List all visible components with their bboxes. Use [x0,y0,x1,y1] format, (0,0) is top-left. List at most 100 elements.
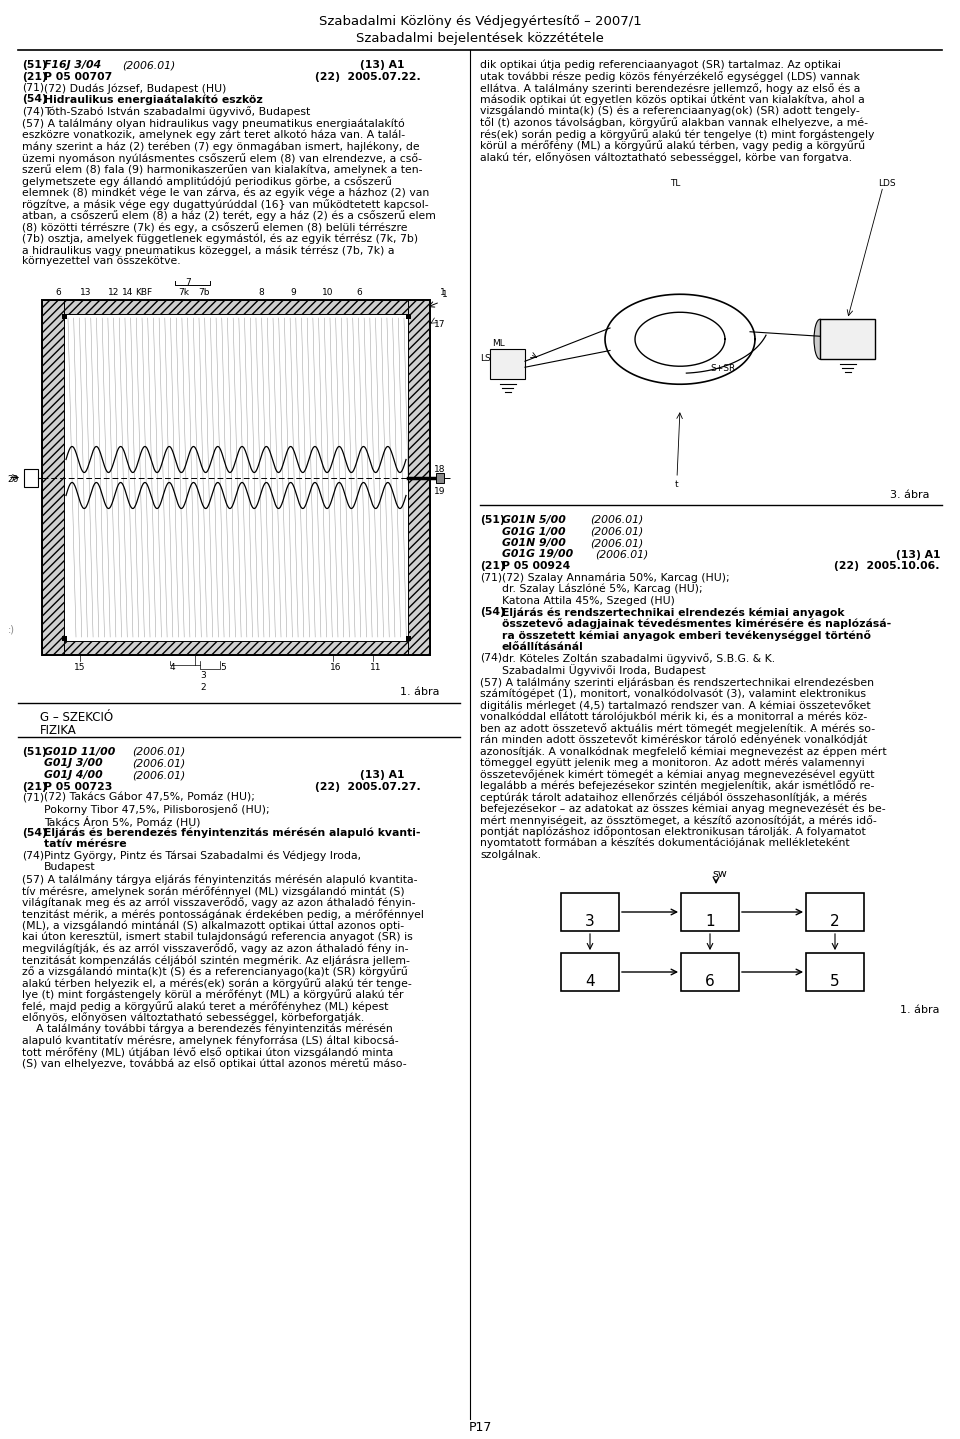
Text: (21): (21) [22,72,47,82]
Text: (2006.01): (2006.01) [132,747,185,757]
Text: G01G 19/00: G01G 19/00 [502,550,573,560]
Text: 7: 7 [185,278,191,286]
Text: KBF: KBF [135,288,152,296]
Text: tív mérésre, amelynek során mérőfénnyel (ML) vizsgálandó mintát (S): tív mérésre, amelynek során mérőfénnyel … [22,886,404,896]
Text: F16J 3/04: F16J 3/04 [44,60,101,71]
Text: 3. ábra: 3. ábra [891,491,930,499]
Text: Szabadalmi Közlöny és Védjegyértesítő – 2007/1: Szabadalmi Közlöny és Védjegyértesítő – … [319,14,641,29]
Text: sw: sw [712,869,727,879]
Text: 6: 6 [55,288,60,296]
Text: (74): (74) [480,653,502,663]
Text: (S) van elhelyezve, továbbá az első optikai úttal azonos méretű máso-: (S) van elhelyezve, továbbá az első opti… [22,1059,407,1069]
Text: 1: 1 [706,914,715,930]
Bar [62,314,67,319]
Text: nyomtatott formában a készítés dokumentációjának mellékleteként: nyomtatott formában a készítés dokumentá… [480,837,850,849]
Text: Takács Áron 5%, Pomáz (HU): Takács Áron 5%, Pomáz (HU) [44,816,201,827]
Text: :): :) [8,625,15,635]
Text: 12: 12 [108,288,119,296]
Text: Eljárás és rendszertechnikai elrendezés kémiai anyagok: Eljárás és rendszertechnikai elrendezés … [502,607,845,617]
Text: (54): (54) [22,95,47,105]
Text: 15: 15 [74,663,85,672]
Text: 7b: 7b [198,288,209,296]
Text: P 05 00924: P 05 00924 [502,561,570,571]
Text: Hidraulikus energiaátalakító eszköz: Hidraulikus energiaátalakító eszköz [44,95,263,105]
Text: alakú tér, előnyösen változtatható sebességgel, körbe van forgatva.: alakú tér, előnyösen változtatható sebes… [480,153,852,163]
Text: (51): (51) [22,60,47,71]
Text: 17: 17 [434,319,445,330]
Text: (22)  2005.07.27.: (22) 2005.07.27. [315,781,420,791]
Text: P17: P17 [468,1420,492,1435]
Text: TL: TL [670,178,681,187]
Text: FIZIKA: FIZIKA [40,724,77,737]
Text: (54): (54) [480,607,505,617]
Text: digitális mérleget (4,5) tartalmazó rendszer van. A kémiai összetevőket: digitális mérleget (4,5) tartalmazó rend… [480,699,871,711]
Text: (2006.01): (2006.01) [122,60,176,71]
Text: Pintz György, Pintz és Társai Szabadalmi és Védjegy Iroda,: Pintz György, Pintz és Társai Szabadalmi… [44,850,361,861]
Text: 1: 1 [440,288,445,296]
Text: ceptúrák tárolt adataihoz ellenőrzés céljából összehasonlítják, a mérés: ceptúrák tárolt adataihoz ellenőrzés cél… [480,791,867,803]
Text: (2006.01): (2006.01) [590,538,643,548]
Bar [806,953,864,991]
Text: (57) A találmány szerinti eljárásban és rendszertechnikai elrendezésben: (57) A találmány szerinti eljárásban és … [480,676,874,688]
Text: (22)  2005.10.06.: (22) 2005.10.06. [834,561,940,571]
Text: második optikai út egyetlen közös optikai útként van kialakítva, ahol a: második optikai út egyetlen közös optika… [480,95,865,105]
Text: 10: 10 [322,288,333,296]
Text: előnyös, előnyösen változtatható sebességgel, körbeforgatják.: előnyös, előnyösen változtatható sebessé… [22,1013,364,1023]
Text: (71): (71) [480,573,502,583]
Text: (71): (71) [22,83,44,94]
Text: mány szerint a ház (2) terében (7) egy önmagában ismert, hajlékony, de: mány szerint a ház (2) terében (7) egy ö… [22,141,420,153]
Bar [62,636,67,640]
Text: alapuló kvantitatív mérésre, amelynek fényforrása (LS) által kibocsá-: alapuló kvantitatív mérésre, amelynek fé… [22,1036,398,1046]
Bar [42,299,430,655]
Text: P 05 00723: P 05 00723 [44,781,112,791]
Text: P 05 00707: P 05 00707 [44,72,112,82]
Text: G01N 9/00: G01N 9/00 [502,538,565,548]
Text: gelymetszete egy állandó amplitúdójú periodikus görbe, a csőszerű: gelymetszete egy állandó amplitúdójú per… [22,176,392,187]
Text: A találmány további tárgya a berendezés fényintenzitás mérésén: A találmány további tárgya a berendezés … [22,1025,393,1035]
Text: (13) A1: (13) A1 [896,550,940,560]
Text: atban, a csőszerű elem (8) a ház (2) terét, egy a ház (2) és a csőszerű elem: atban, a csőszerű elem (8) a ház (2) ter… [22,210,436,222]
Text: (51): (51) [480,515,505,525]
Text: (2006.01): (2006.01) [595,550,648,560]
Text: dr. Szalay Lászlóné 5%, Karcag (HU);: dr. Szalay Lászlóné 5%, Karcag (HU); [502,584,703,594]
Text: G01J 4/00: G01J 4/00 [44,770,103,780]
Text: (22)  2005.07.22.: (22) 2005.07.22. [315,72,420,82]
Text: 2: 2 [200,684,205,692]
Text: 6: 6 [706,974,715,989]
Text: G01G 1/00: G01G 1/00 [502,527,565,537]
Text: 7k: 7k [178,288,189,296]
Text: S+SR: S+SR [710,364,735,373]
Text: felé, majd pedig a körgyűrű alakú teret a mérőfényhez (ML) képest: felé, majd pedig a körgyűrű alakú teret … [22,1002,389,1012]
Text: szerű elem (8) fala (9) harmonikaszerűen van kialakítva, amelynek a ten-: szerű elem (8) fala (9) harmonikaszerűen… [22,164,422,176]
Text: tatív mérésre: tatív mérésre [44,839,127,849]
Text: 20: 20 [7,475,18,485]
Text: (13) A1: (13) A1 [360,770,404,780]
Text: vonalkóddal ellátott tárolójukból mérik ki, és a monitorral a mérés köz-: vonalkóddal ellátott tárolójukból mérik … [480,711,867,722]
Text: 19: 19 [434,488,445,496]
Text: rán minden adott összetevőt kiméréskor tároló edényének vonalkódját: rán minden adott összetevőt kiméréskor t… [480,734,868,745]
Text: rés(ek) során pedig a körgyűrű alakú tér tengelye (t) mint forgástengely: rés(ek) során pedig a körgyűrű alakú tér… [480,130,875,140]
Text: kai úton keresztül, ismert stabil tulajdonságú referencia anyagot (SR) is: kai úton keresztül, ismert stabil tulajd… [22,932,413,943]
Text: 6: 6 [356,288,362,296]
Text: 13: 13 [80,288,91,296]
Text: dik optikai útja pedig referenciaanyagot (SR) tartalmaz. Az optikai: dik optikai útja pedig referenciaanyagot… [480,60,841,71]
Text: 14: 14 [122,288,133,296]
Text: pontját naplózáshoz időpontosan elektronikusan tárolják. A folyamatot: pontját naplózáshoz időpontosan elektron… [480,826,866,837]
Text: (2006.01): (2006.01) [590,527,643,537]
Text: 2: 2 [830,914,840,930]
Text: (57) A találmány olyan hidraulikus vagy pneumatikus energiaátalakító: (57) A találmány olyan hidraulikus vagy … [22,118,405,130]
Text: (74): (74) [22,850,44,861]
Text: alakú térben helyezik el, a mérés(ek) során a körgyűrű alakú tér tenge-: alakú térben helyezik el, a mérés(ek) so… [22,979,412,989]
Text: 9: 9 [290,288,296,296]
Text: megvilágítják, és az arról visszaverődő, vagy az azon áthaladó fény in-: megvilágítják, és az arról visszaverődő,… [22,944,409,954]
Bar [681,953,739,991]
Text: a hidraulikus vagy pneumatikus közeggel, a másik térrész (7b, 7k) a: a hidraulikus vagy pneumatikus közeggel,… [22,245,395,256]
Text: ben az adott összetevő aktuális mért tömegét megjelenítik. A mérés so-: ben az adott összetevő aktuális mért töm… [480,722,876,734]
Text: 8: 8 [258,288,264,296]
Text: üzemi nyomáson nyúlásmentes csőszerű elem (8) van elrendezve, a cső-: üzemi nyomáson nyúlásmentes csőszerű ele… [22,153,422,164]
Text: ra összetett kémiai anyagok emberi tevékenységgel történő: ra összetett kémiai anyagok emberi tevék… [502,630,871,640]
Text: számítógépet (1), monitort, vonalkódolvasót (3), valamint elektronikus: számítógépet (1), monitort, vonalkódolva… [480,688,866,699]
Text: világítanak meg és az arról visszaverődő, vagy az azon áthaladó fényin-: világítanak meg és az arról visszaverődő… [22,898,416,908]
Text: (7b) osztja, amelyek függetlenek egymástól, és az egyik térrész (7k, 7b): (7b) osztja, amelyek függetlenek egymást… [22,233,419,245]
Text: (72) Dudás József, Budapest (HU): (72) Dudás József, Budapest (HU) [44,83,227,94]
